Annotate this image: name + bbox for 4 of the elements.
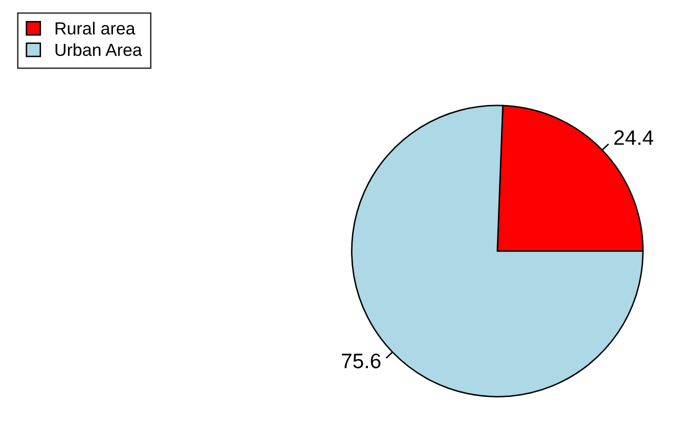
data-label: 75.6: [342, 354, 380, 368]
legend-label: Urban Area: [56, 43, 142, 56]
data-label: 24.4: [614, 130, 654, 145]
legend-label: Rural area: [56, 22, 136, 35]
